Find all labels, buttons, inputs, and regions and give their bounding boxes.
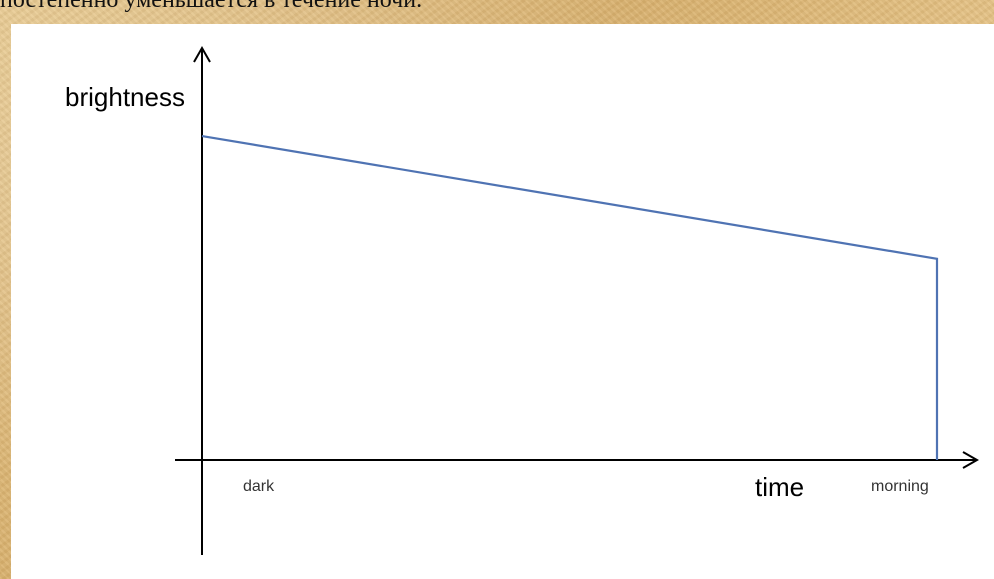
series-line xyxy=(201,134,939,460)
x-start-label: dark xyxy=(243,478,275,495)
x-axis-label: time xyxy=(755,472,804,502)
cut-off-caption: постепенно уменьшается в течение ночи. xyxy=(0,0,423,13)
x-end-label: morning xyxy=(871,478,929,495)
brightness-time-chart: brightness time dark morning xyxy=(65,45,980,555)
series-layer xyxy=(201,134,939,460)
chart-panel: brightness time dark morning xyxy=(11,24,994,579)
x-axis-arrow xyxy=(962,451,980,469)
y-axis-arrow xyxy=(193,45,211,63)
y-axis-label: brightness xyxy=(65,82,185,112)
